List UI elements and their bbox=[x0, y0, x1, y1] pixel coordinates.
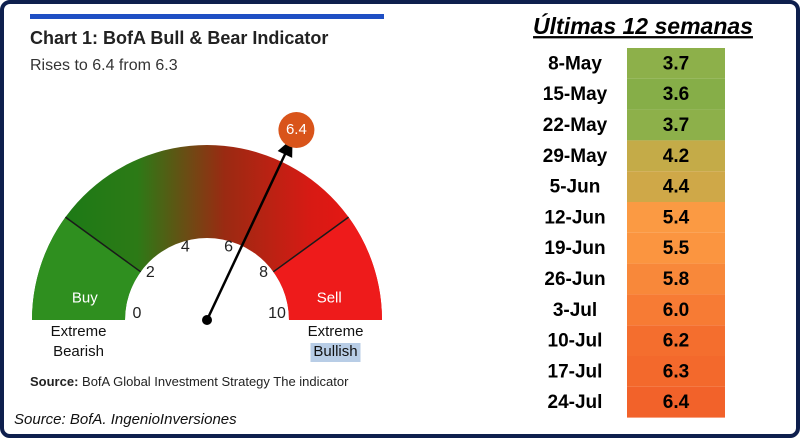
highlight bbox=[310, 343, 361, 362]
zone-boundary bbox=[272, 216, 350, 273]
zone-label: Buy bbox=[72, 289, 98, 306]
tick-label: 4 bbox=[181, 239, 190, 256]
value-text: 3.7 bbox=[663, 53, 689, 74]
date-cell: 12-Jun bbox=[544, 207, 605, 228]
tick-label: 0 bbox=[133, 305, 142, 322]
tick-label: 10 bbox=[268, 305, 286, 322]
extreme-label: Bearish bbox=[53, 343, 104, 360]
value-text: 5.8 bbox=[663, 269, 689, 290]
date-cell: 5-Jun bbox=[550, 177, 601, 198]
value-cell bbox=[627, 48, 725, 79]
date-cell: 10-Jul bbox=[548, 331, 603, 352]
value-text: 4.4 bbox=[663, 177, 690, 198]
source-text: BofA Global Investment Strategy The indi… bbox=[82, 374, 349, 389]
value-text: 6.3 bbox=[663, 361, 689, 382]
extreme-label: Bullish bbox=[313, 343, 357, 360]
value-cell bbox=[627, 78, 725, 110]
date-cell: 17-Jul bbox=[548, 361, 603, 382]
footer: Source: BofA. IngenioInversiones bbox=[14, 411, 237, 428]
value-cell bbox=[627, 356, 725, 387]
date-cell: 29-May bbox=[543, 146, 608, 167]
value-text: 4.2 bbox=[663, 146, 689, 167]
date-cell: 26-Jun bbox=[544, 269, 605, 290]
chart-title: Chart 1: BofA Bull & Bear Indicator bbox=[30, 28, 328, 48]
value-bubble bbox=[278, 111, 315, 148]
source-label: Source: bbox=[30, 374, 78, 389]
value-text: 3.6 bbox=[663, 84, 689, 105]
value-cell bbox=[627, 232, 725, 264]
date-cell: 8-May bbox=[548, 53, 602, 74]
tick-label: 6 bbox=[224, 239, 233, 256]
value-text: 6.2 bbox=[663, 331, 689, 352]
value-text: 5.5 bbox=[663, 238, 690, 259]
value-text: 5.4 bbox=[663, 207, 690, 228]
value-cell bbox=[627, 171, 725, 202]
value-cell bbox=[627, 263, 725, 295]
chart-subtitle: Rises to 6.4 from 6.3 bbox=[30, 57, 178, 74]
value-cell bbox=[627, 294, 725, 326]
value-text: 3.7 bbox=[663, 115, 689, 136]
tick-label: 2 bbox=[146, 264, 155, 281]
value-cell bbox=[627, 325, 725, 356]
value-text: 6.4 bbox=[663, 392, 690, 413]
date-cell: 19-Jun bbox=[544, 238, 605, 259]
extreme-label: Extreme bbox=[51, 323, 107, 340]
gauge: Buy Sell 0 2 4 6 8 10 6.4 Extreme Bearish Extreme Bu… bbox=[32, 111, 382, 362]
tick-label: 8 bbox=[259, 264, 268, 281]
value-cell bbox=[627, 386, 725, 418]
chart-source: Source: BofA Global Investment Strategy … bbox=[30, 374, 349, 389]
value-label: 6.4 bbox=[286, 121, 307, 138]
value-cell bbox=[627, 140, 725, 172]
value-cell bbox=[627, 109, 725, 141]
extreme-label: Extreme bbox=[308, 323, 364, 340]
date-cell: 15-May bbox=[543, 84, 608, 105]
date-cell: 24-Jul bbox=[548, 392, 603, 413]
zone-boundary bbox=[64, 216, 142, 273]
date-cell: 3-Jul bbox=[553, 300, 597, 321]
date-cell: 22-May bbox=[543, 115, 608, 136]
zone bbox=[273, 217, 382, 320]
table-title: Últimas 12 semanas bbox=[533, 12, 753, 39]
zone-label: Sell bbox=[317, 289, 342, 306]
value-cell bbox=[627, 202, 725, 233]
value-text: 6.0 bbox=[663, 300, 689, 321]
needle-pivot bbox=[202, 315, 212, 325]
needle bbox=[205, 144, 291, 321]
zone bbox=[32, 217, 141, 320]
table: 8-May 3.7 15-May 3.6 22-May 3.7 29-May 4.2 5-Jun… bbox=[543, 48, 725, 418]
top-bar bbox=[30, 14, 384, 19]
